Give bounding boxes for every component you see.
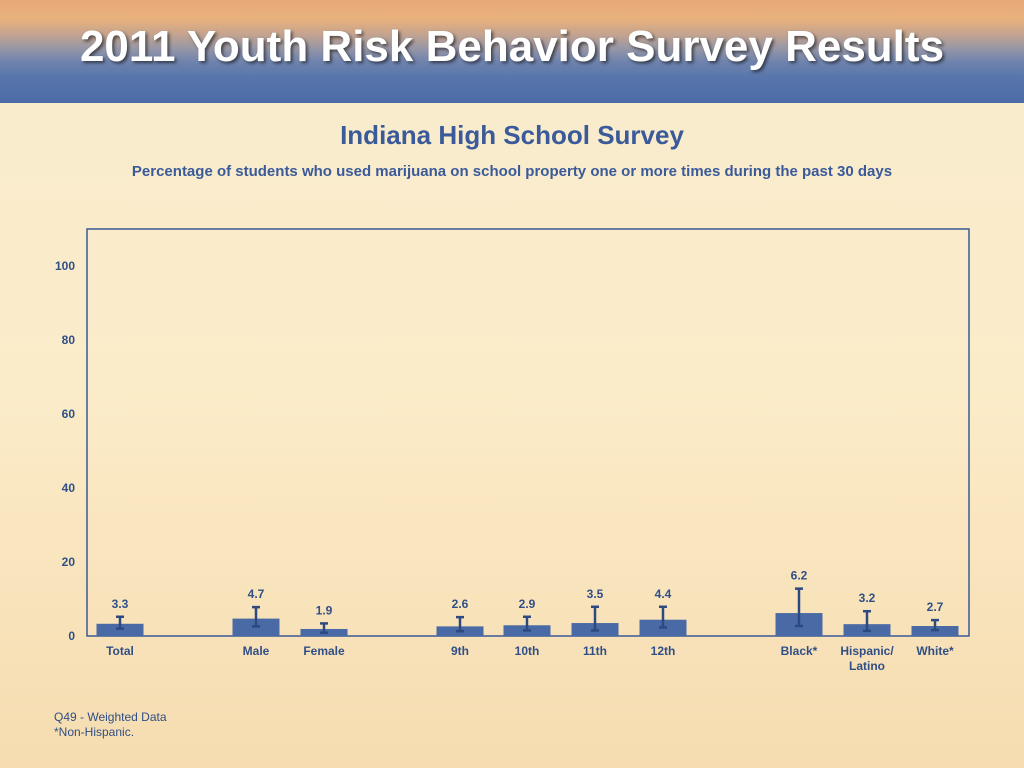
chart-subtitle: Percentage of students who used marijuan… xyxy=(131,163,893,180)
x-tick-label: Black* xyxy=(781,644,818,658)
chart-title: Indiana High School Survey xyxy=(340,120,684,150)
banner-title: 2011 Youth Risk Behavior Survey Results xyxy=(79,22,945,71)
footnotes: Q49 - Weighted Data *Non-Hispanic. xyxy=(54,710,167,740)
chart-labels: 3.3 Total 4.7 Male 1.9 Female 2.6 9th 2.9 10th 3.5… xyxy=(106,569,954,673)
y-tick-label: 100 xyxy=(55,259,75,273)
data-label: 6.2 xyxy=(791,569,808,583)
data-label: 4.7 xyxy=(248,587,265,601)
data-label: 3.5 xyxy=(587,587,604,601)
y-tick-label: 80 xyxy=(62,333,76,347)
y-tick-label: 20 xyxy=(62,555,76,569)
header-banner: 2011 Youth Risk Behavior Survey Results xyxy=(0,0,1024,103)
data-label: 3.2 xyxy=(859,591,876,605)
x-tick-label: 11th xyxy=(583,644,607,658)
x-tick-label: Male xyxy=(243,644,270,658)
x-tick-label: 9th xyxy=(451,644,469,658)
data-label: 2.9 xyxy=(519,597,536,611)
footnote-weighted-data: Q49 - Weighted Data xyxy=(54,710,167,724)
y-tick-label: 60 xyxy=(62,407,76,421)
data-label: 3.3 xyxy=(112,597,129,611)
x-tick-label: Hispanic/Latino xyxy=(840,644,894,673)
y-tick-label: 40 xyxy=(62,481,76,495)
x-tick-label: White* xyxy=(916,644,954,658)
data-label: 2.6 xyxy=(452,597,469,611)
x-tick-label: 10th xyxy=(515,644,540,658)
footnote-non-hispanic: *Non-Hispanic. xyxy=(54,725,135,739)
y-tick-label: 0 xyxy=(68,629,75,643)
x-tick-label: Total xyxy=(106,644,134,658)
chart-bars xyxy=(96,587,959,636)
x-tick-label: Female xyxy=(303,644,345,658)
bar xyxy=(96,623,144,636)
plot-frame xyxy=(86,228,970,637)
data-label: 1.9 xyxy=(316,603,333,617)
chart-axes: 0 20 40 60 80 100 xyxy=(55,228,970,643)
x-tick-label: 12th xyxy=(651,644,676,658)
data-label: 4.4 xyxy=(655,587,672,601)
data-label: 2.7 xyxy=(927,600,944,614)
